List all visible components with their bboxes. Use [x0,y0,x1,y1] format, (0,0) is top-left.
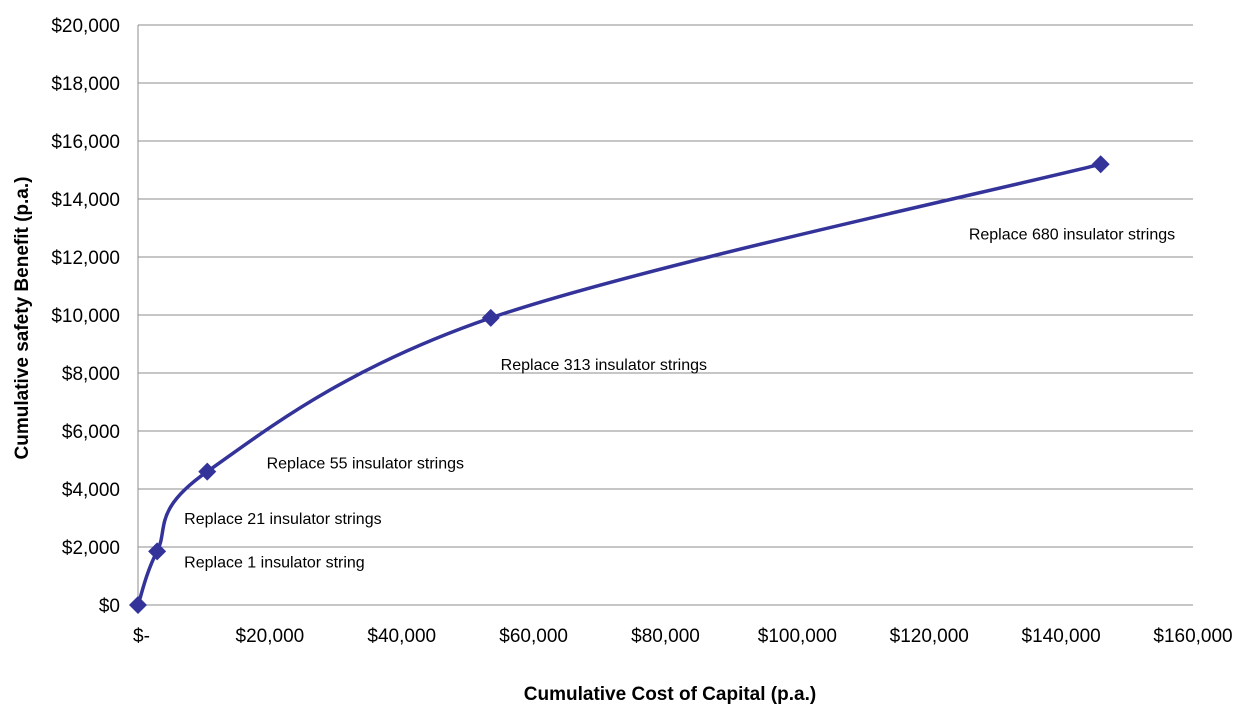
data-point-marker [1091,155,1110,174]
x-tick-label: $100,000 [758,626,837,647]
annotations: Replace 1 insulator string Replace 21 ins… [184,227,1175,572]
y-tick-label: $10,000 [51,306,120,327]
data-point-marker [481,308,500,327]
point-annotation-4: Replace 680 insulator strings [969,227,1175,244]
x-tick-labels: $- $20,000 $40,000 $60,000 $80,000 $100,000 $1… [133,626,1233,647]
x-tick-label: $- [133,626,150,647]
y-tick-label: $2,000 [62,538,120,559]
series [129,155,1110,614]
x-tick-label: $40,000 [367,626,436,647]
data-point-marker [129,596,147,614]
x-tick-label: $140,000 [1022,626,1101,647]
x-tick-label: $120,000 [890,626,969,647]
x-tick-label: $160,000 [1153,626,1232,647]
x-axis-title: Cumulative Cost of Capital (p.a.) [524,684,816,705]
data-point-marker [148,542,167,561]
point-annotation-1: Replace 21 insulator strings [184,511,381,528]
point-annotation-2: Replace 55 insulator strings [267,456,464,473]
y-tick-label: $18,000 [51,74,120,95]
point-annotation-0: Replace 1 insulator string [184,554,365,571]
y-tick-label: $4,000 [62,480,120,501]
x-tick-label: $60,000 [499,626,568,647]
y-tick-labels: $0 $2,000 $4,000 $6,000 $8,000 $10,000 $12,000… [51,16,120,617]
y-tick-label: $20,000 [51,16,120,37]
y-tick-label: $14,000 [51,190,120,211]
y-tick-label: $16,000 [51,132,120,153]
y-tick-label: $0 [99,596,120,617]
series-line-0 [136,162,1103,607]
x-tick-label: $20,000 [236,626,305,647]
x-tick-label: $80,000 [631,626,700,647]
y-tick-label: $8,000 [62,364,120,385]
data-point-marker [198,462,217,481]
gridlines [138,24,1193,548]
y-tick-label: $6,000 [62,422,120,443]
y-tick-label: $12,000 [51,248,120,269]
point-annotation-3: Replace 313 insulator strings [501,357,707,374]
axes [137,25,1193,606]
y-axis-title: Cumulative safety Benefit (p.a.) [12,177,33,460]
